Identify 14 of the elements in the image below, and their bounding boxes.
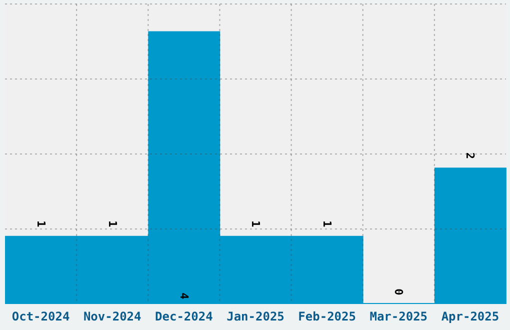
- data-label: 1: [249, 220, 262, 228]
- x-tick-label: Jan-2025: [226, 310, 284, 324]
- data-label: 1: [34, 220, 48, 228]
- x-tick-label: Feb-2025: [298, 310, 356, 324]
- data-label: 1: [106, 220, 119, 228]
- data-label: 1: [320, 220, 334, 228]
- data-label: 0: [392, 288, 406, 296]
- x-tick-label: Apr-2025: [441, 310, 500, 324]
- x-tick-label: Oct-2024: [12, 310, 70, 324]
- data-label: 4: [177, 292, 190, 300]
- data-label: 2: [464, 152, 477, 159]
- x-tick-label: Dec-2024: [155, 310, 213, 324]
- x-tick-label: Mar-2025: [370, 310, 428, 324]
- x-tick-label: Nov-2024: [83, 310, 142, 324]
